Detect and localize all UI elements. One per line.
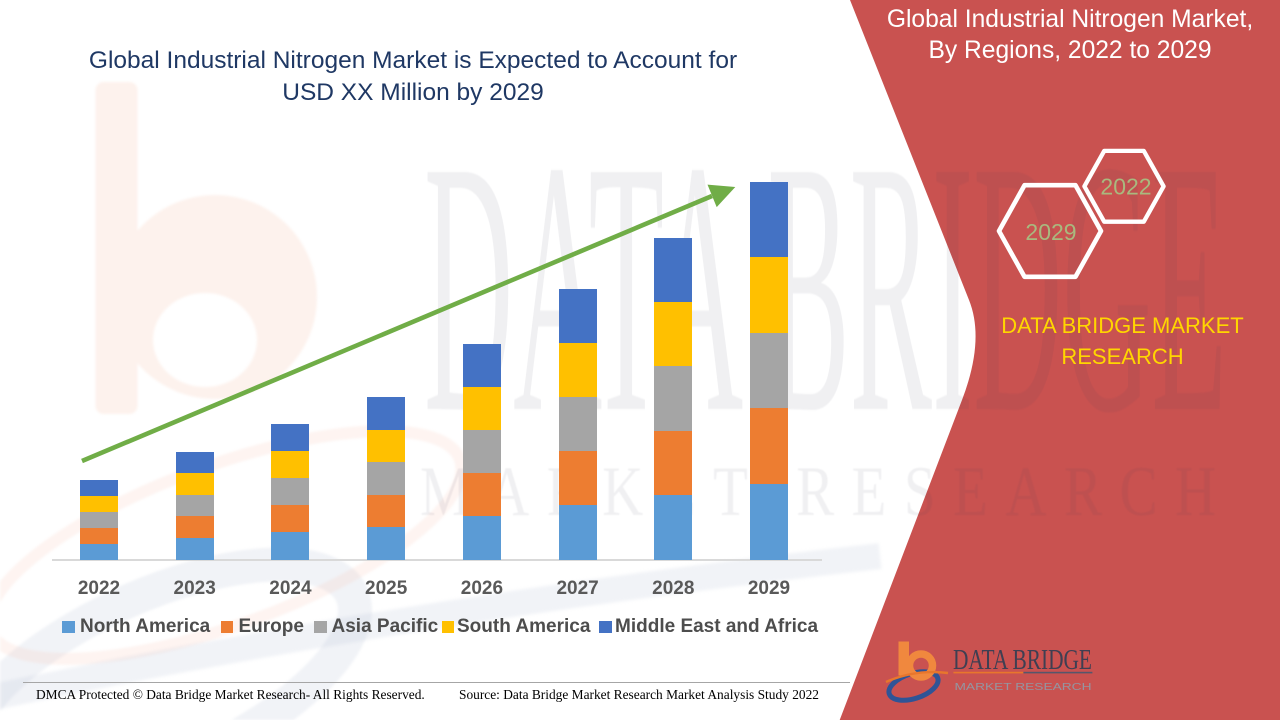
svg-text:2029: 2029 [1025, 219, 1076, 245]
svg-text:2022: 2022 [1100, 173, 1151, 199]
svg-text:MARKET RESEARCH: MARKET RESEARCH [955, 681, 1092, 693]
svg-text:DATA BRIDGE: DATA BRIDGE [953, 645, 1092, 676]
